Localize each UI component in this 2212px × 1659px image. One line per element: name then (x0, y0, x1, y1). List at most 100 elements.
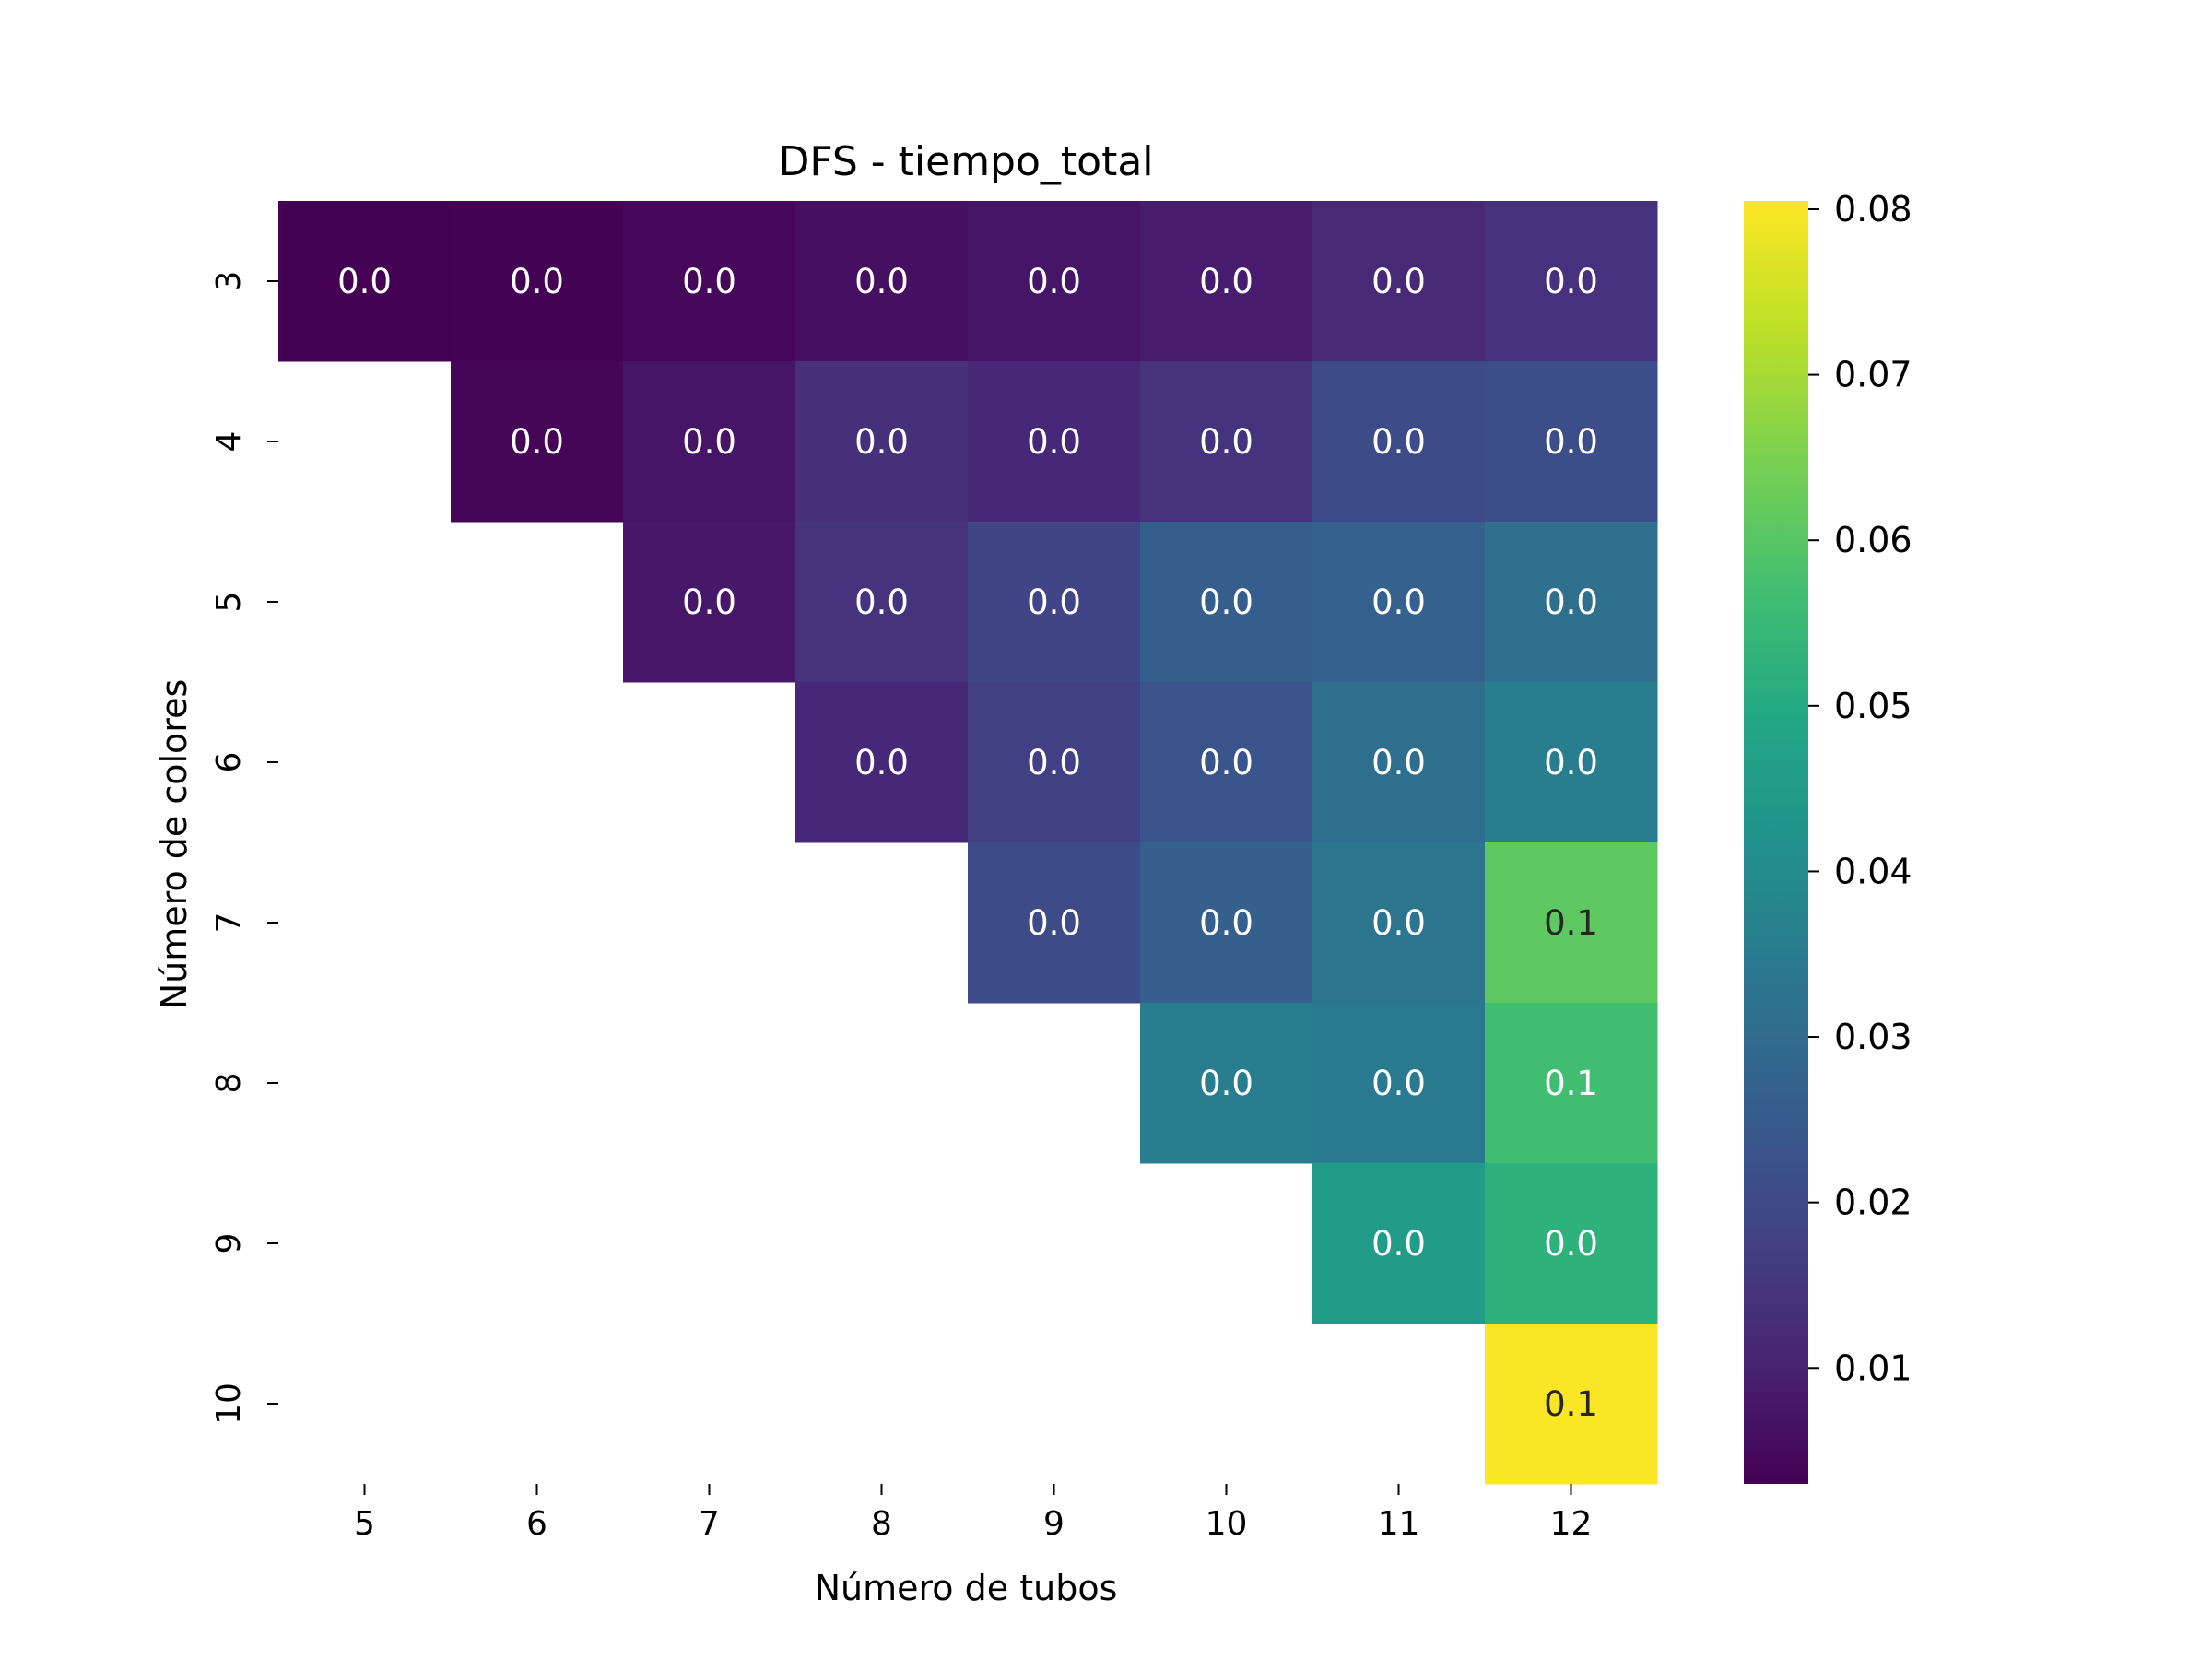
cell-annotation: 0.0 (1544, 743, 1598, 782)
heatmap-cell-7-12 (1485, 842, 1658, 1004)
y-axis-label: Número de colores (154, 679, 194, 1010)
y-tick-label: 10 (210, 1382, 248, 1425)
cell-annotation: 0.0 (1544, 582, 1598, 622)
heatmap-cell-8-11 (1312, 1003, 1486, 1164)
cell-annotation: 0.0 (854, 422, 909, 462)
x-axis: 5 6 7 8 9 10 11 12 (354, 1484, 1592, 1543)
heatmap-cell-6-11 (1312, 682, 1486, 843)
y-axis: 3 4 5 6 7 8 9 10 (210, 271, 278, 1425)
heatmap-cell-7-9 (968, 842, 1141, 1004)
heatmap-cell-3-9 (968, 201, 1141, 362)
y-tick-label: 4 (210, 431, 248, 453)
x-tick-label: 5 (354, 1505, 375, 1543)
heatmap-cell-6-8 (795, 682, 969, 843)
cell-annotation: 0.0 (1371, 1224, 1426, 1264)
heatmap-cell-4-11 (1312, 361, 1486, 523)
heatmap-cell-9-11 (1312, 1163, 1486, 1324)
y-tick-label: 9 (210, 1233, 248, 1254)
heatmap-cell-6-10 (1140, 682, 1313, 843)
heatmap-cell-3-5 (278, 201, 452, 362)
heatmap-cell-7-10 (1140, 842, 1313, 1004)
x-tick-label: 8 (871, 1505, 892, 1543)
cell-annotation: 0.0 (1544, 1224, 1598, 1264)
heatmap-cell-6-9 (968, 682, 1141, 843)
heatmap-cell-8-10 (1140, 1003, 1313, 1164)
cell-annotation: 0.0 (1027, 582, 1081, 622)
x-tick-label: 9 (1043, 1505, 1065, 1543)
y-tick-label: 5 (210, 592, 248, 613)
heatmap-cell-5-11 (1312, 522, 1486, 683)
x-tick-label: 6 (526, 1505, 547, 1543)
colorbar-tick-label: 0.06 (1834, 520, 1912, 560)
chart-title: DFS - tiempo_total (778, 138, 1153, 185)
heatmap-cell-9-12 (1485, 1163, 1658, 1324)
cell-annotation: 0.0 (1371, 262, 1426, 301)
cell-annotation: 0.1 (1544, 1064, 1598, 1103)
cell-annotation: 0.0 (1371, 422, 1426, 462)
y-tick-label: 6 (210, 752, 248, 773)
cell-annotation: 0.0 (1199, 582, 1253, 622)
heatmap-cell-4-12 (1485, 361, 1658, 523)
cell-annotation: 0.0 (682, 582, 736, 622)
cell-annotation: 0.0 (854, 262, 909, 301)
cell-annotation: 0.0 (1027, 903, 1081, 943)
heatmap-cell-3-11 (1312, 201, 1486, 362)
cell-annotation: 0.0 (854, 582, 909, 622)
heatmap-cell-4-10 (1140, 361, 1313, 523)
cell-annotation: 0.0 (1027, 262, 1081, 301)
heatmap-cell-3-7 (623, 201, 796, 362)
colorbar: 0.01 0.02 0.03 0.04 0.05 0.06 0.07 0.08 (1744, 189, 1912, 1484)
heatmap-cell-3-10 (1140, 201, 1313, 362)
x-tick-label: 11 (1378, 1505, 1420, 1543)
colorbar-gradient (1744, 201, 1808, 1484)
cell-annotation: 0.0 (337, 262, 392, 301)
heatmap-cell-10-12 (1485, 1324, 1658, 1485)
cell-annotation: 0.1 (1544, 903, 1598, 943)
heatmap-cell-3-6 (451, 201, 624, 362)
colorbar-tick-label: 0.03 (1834, 1017, 1912, 1057)
y-tick-label: 7 (210, 912, 248, 934)
heatmap-cell-6-12 (1485, 682, 1658, 843)
cell-annotation: 0.0 (1199, 903, 1253, 943)
cell-annotation: 0.0 (1027, 743, 1081, 782)
colorbar-tick-label: 0.02 (1834, 1182, 1912, 1223)
heatmap-cell-4-9 (968, 361, 1141, 523)
heatmap-cell-5-8 (795, 522, 969, 683)
heatmap-cell-3-8 (795, 201, 969, 362)
cell-annotation: 0.0 (1199, 743, 1253, 782)
cell-annotation: 0.0 (1027, 422, 1081, 462)
cell-annotation: 0.1 (1544, 1384, 1598, 1424)
heatmap-cell-5-10 (1140, 522, 1313, 683)
heatmap-cell-4-8 (795, 361, 969, 523)
cell-annotation: 0.0 (510, 262, 564, 301)
x-tick-label: 10 (1206, 1505, 1248, 1543)
cell-annotation: 0.0 (682, 422, 736, 462)
heatmap-cell-5-9 (968, 522, 1141, 683)
y-tick-label: 3 (210, 271, 248, 292)
cell-annotation: 0.0 (1199, 262, 1253, 301)
x-axis-label: Número de tubos (815, 1568, 1118, 1608)
heatmap-cell-4-6 (451, 361, 624, 523)
heatmap-cell-5-7 (623, 522, 796, 683)
cell-annotation: 0.0 (1371, 1064, 1426, 1103)
colorbar-tick-label: 0.07 (1834, 355, 1912, 395)
heatmap-cell-5-12 (1485, 522, 1658, 683)
cell-annotation: 0.0 (1199, 422, 1253, 462)
y-tick-label: 8 (210, 1073, 248, 1094)
heatmap-cell-7-11 (1312, 842, 1486, 1004)
x-tick-label: 12 (1550, 1505, 1593, 1543)
colorbar-tick-label: 0.05 (1834, 686, 1912, 726)
x-tick-label: 7 (699, 1505, 720, 1543)
cell-annotation: 0.0 (1371, 903, 1426, 943)
heatmap-cell-4-7 (623, 361, 796, 523)
cell-annotation: 0.0 (1544, 262, 1598, 301)
cell-annotation: 0.0 (510, 422, 564, 462)
cell-annotation: 0.0 (1371, 743, 1426, 782)
colorbar-tick-label: 0.08 (1834, 189, 1912, 229)
heatmap-cells: 0.0 0.0 0.0 0.0 0.0 0.0 0.0 0.0 0.0 0.0 0.0 0.0 0.0 0… (278, 201, 1658, 1485)
colorbar-ticks: 0.01 0.02 0.03 0.04 0.05 0.06 0.07 0.08 (1808, 189, 1912, 1388)
cell-annotation: 0.0 (854, 743, 909, 782)
cell-annotation: 0.0 (1199, 1064, 1253, 1103)
heatmap-cell-8-12 (1485, 1003, 1658, 1164)
